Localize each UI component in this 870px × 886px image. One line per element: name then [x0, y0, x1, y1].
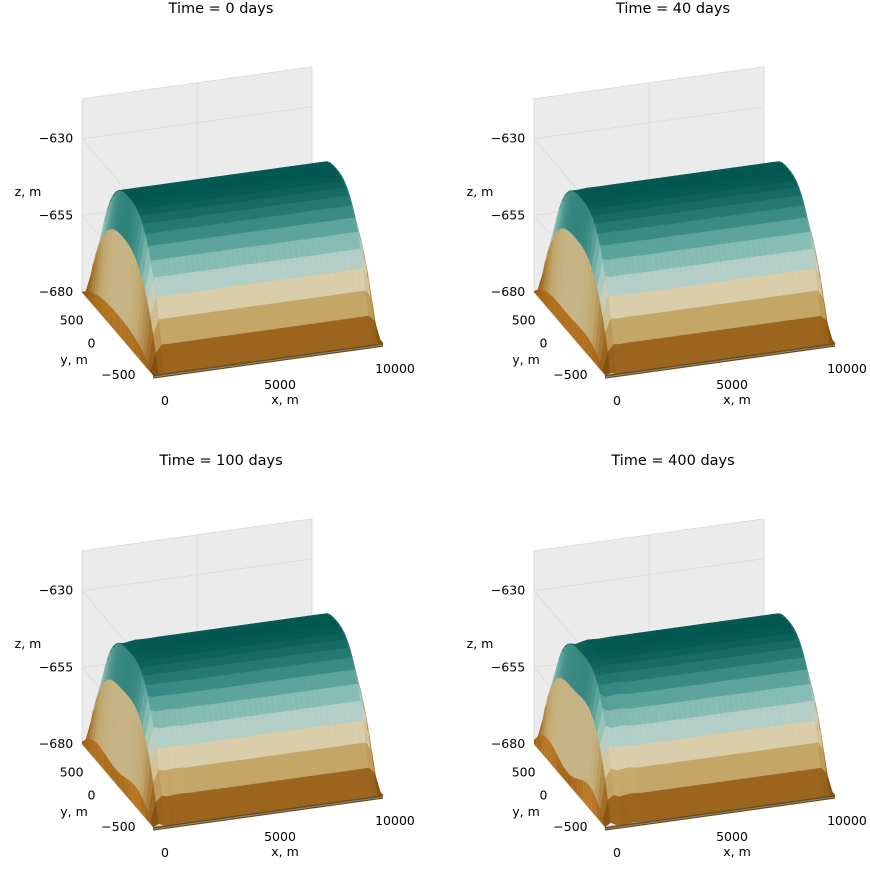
x-tick-label: 0 — [161, 845, 169, 860]
z-tick-label: −655 — [39, 207, 73, 222]
y-tick-label: 0 — [88, 788, 96, 803]
surface-mesh — [533, 613, 836, 828]
y-tick-label: 0 — [540, 788, 548, 803]
x-tick-label: 10000 — [375, 361, 415, 376]
z-tick-label: −630 — [39, 131, 73, 146]
x-tick-label: 5000 — [716, 829, 748, 844]
x-tick-label: 5000 — [264, 829, 296, 844]
x-tick-label: 0 — [161, 393, 169, 408]
x-axis-label: x, m — [271, 844, 299, 859]
y-tick-label: 0 — [88, 336, 96, 351]
z-axis-label: z, m — [15, 184, 42, 199]
y-tick-label: 500 — [60, 312, 84, 327]
z-tick-label: −680 — [491, 284, 525, 299]
y-axis-label: y, m — [512, 804, 540, 819]
surface-mesh — [533, 161, 836, 376]
x-tick-label: 0 — [613, 845, 621, 860]
y-tick-label: −500 — [553, 819, 587, 834]
y-tick-label: −500 — [101, 819, 135, 834]
chart-title: Time = 400 days — [610, 453, 734, 469]
chart-title: Time = 40 days — [615, 1, 730, 17]
x-axis-label: x, m — [723, 392, 751, 407]
z-axis-label: z, m — [467, 184, 494, 199]
z-tick-label: −655 — [491, 659, 525, 674]
x-tick-label: 10000 — [375, 813, 415, 828]
x-axis-label: x, m — [271, 392, 299, 407]
surface-mesh — [81, 161, 384, 376]
y-axis-label: y, m — [512, 352, 540, 367]
x-tick-label: 5000 — [264, 377, 296, 392]
surface-mesh — [81, 613, 384, 828]
chart-title: Time = 0 days — [168, 1, 274, 17]
z-tick-label: −630 — [491, 131, 525, 146]
y-tick-label: 500 — [512, 764, 536, 779]
z-axis-label: z, m — [15, 636, 42, 651]
z-axis-label: z, m — [467, 636, 494, 651]
z-tick-label: −680 — [39, 736, 73, 751]
x-tick-label: 10000 — [827, 813, 867, 828]
y-tick-label: 500 — [512, 312, 536, 327]
x-axis-label: x, m — [723, 844, 751, 859]
z-tick-label: −630 — [39, 583, 73, 598]
y-axis-label: y, m — [60, 804, 88, 819]
z-tick-label: −630 — [491, 583, 525, 598]
y-tick-label: 0 — [540, 336, 548, 351]
x-tick-label: 0 — [613, 393, 621, 408]
x-tick-label: 10000 — [827, 361, 867, 376]
z-tick-label: −655 — [39, 659, 73, 674]
chart-title: Time = 100 days — [158, 453, 282, 469]
y-tick-label: 500 — [60, 764, 84, 779]
y-tick-label: −500 — [101, 367, 135, 382]
y-tick-label: −500 — [553, 367, 587, 382]
z-tick-label: −680 — [491, 736, 525, 751]
x-tick-label: 5000 — [716, 377, 748, 392]
z-tick-label: −680 — [39, 284, 73, 299]
y-axis-label: y, m — [60, 352, 88, 367]
z-tick-label: −655 — [491, 207, 525, 222]
